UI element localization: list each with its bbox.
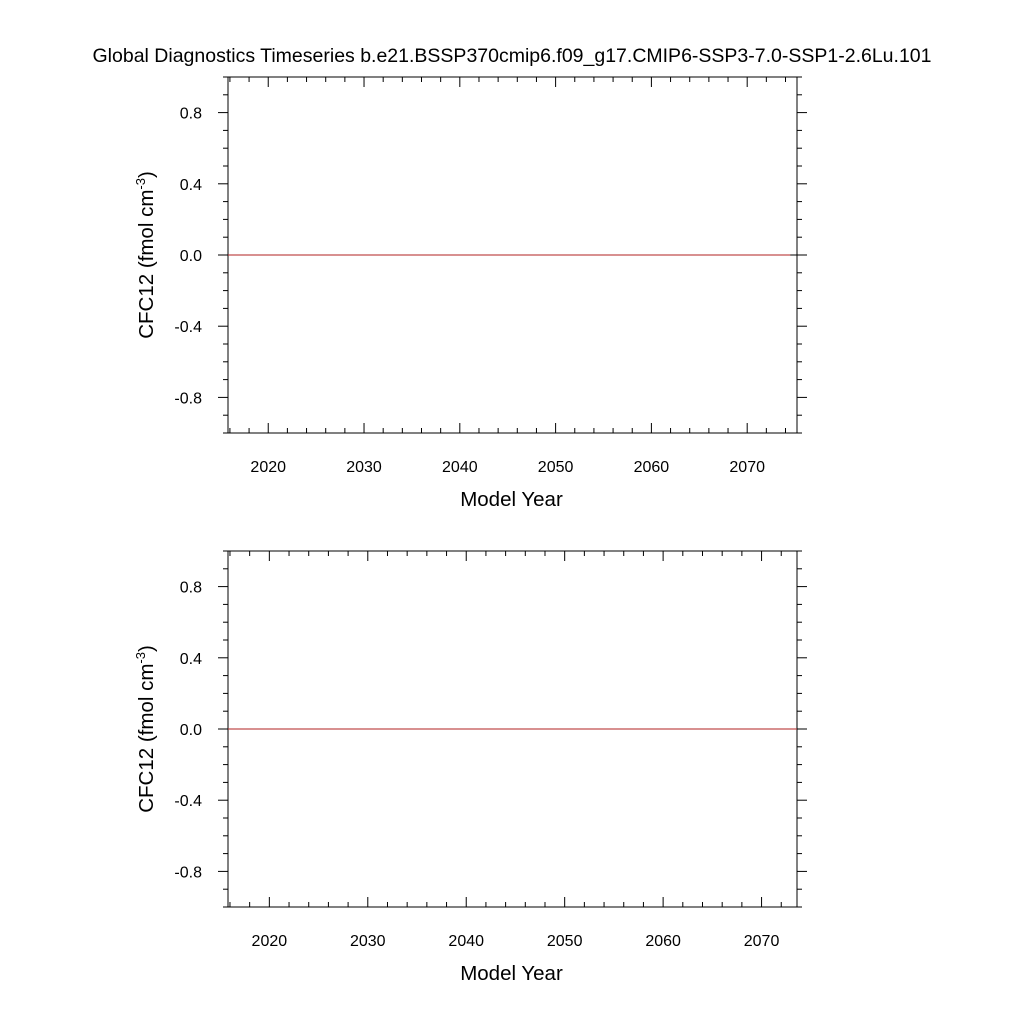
x-tick-label: 2040 — [442, 459, 478, 476]
x-tick-label: 2020 — [250, 459, 286, 476]
x-tick-label: 2030 — [346, 459, 382, 476]
y-tick-label: 0.0 — [180, 248, 202, 265]
y-tick-label: -0.8 — [174, 390, 202, 407]
x-tick-label: 2070 — [729, 459, 765, 476]
y-tick-label: -0.4 — [174, 319, 202, 336]
y-tick-label: 0.4 — [180, 177, 202, 194]
page-title: Global Diagnostics Timeseries b.e21.BSSP… — [93, 45, 932, 67]
x-axis-label: Model Year — [460, 488, 563, 511]
y-tick-label: -0.8 — [174, 864, 202, 881]
y-axis-label-main: CFC12 (fmol cm — [135, 190, 158, 339]
y-axis-label-main: CFC12 (fmol cm — [135, 664, 158, 813]
x-tick-label: 2060 — [634, 459, 670, 476]
x-tick-label: 2050 — [547, 933, 583, 950]
x-tick-label: 2050 — [538, 459, 574, 476]
y-axis-label: CFC12 (fmol cm-3) — [133, 171, 158, 339]
x-tick-label: 2070 — [744, 933, 780, 950]
y-axis-label-close: ) — [135, 645, 158, 652]
x-tick-label: 2040 — [448, 933, 484, 950]
y-axis-label: CFC12 (fmol cm-3) — [133, 645, 158, 813]
x-tick-label: 2030 — [350, 933, 386, 950]
chart-panel-1: 2020 2030 2040 2050 2060 2070 0.8 0.4 0.0 -0.4 -0.… — [133, 76, 807, 511]
y-tick-label: 0.4 — [180, 651, 202, 668]
y-axis-label-close: ) — [135, 171, 158, 178]
x-axis-label: Model Year — [460, 962, 563, 985]
x-tick-label: 2060 — [645, 933, 681, 950]
chart-panel-2: 2020 2030 2040 2050 2060 2070 0.8 0.4 0.0 -0.4 -0.… — [133, 550, 807, 985]
x-tick-label: 2020 — [252, 933, 288, 950]
y-axis-label-exponent: -3 — [133, 652, 148, 664]
y-tick-label: 0.8 — [180, 106, 202, 123]
y-tick-label: 0.8 — [180, 580, 202, 597]
y-axis-label-exponent: -3 — [133, 178, 148, 190]
panels-group: 2020 2030 2040 2050 2060 2070 0.8 0.4 0.0 -0.4 -0.… — [133, 76, 807, 985]
y-tick-label: -0.4 — [174, 793, 202, 810]
y-tick-label: 0.0 — [180, 722, 202, 739]
